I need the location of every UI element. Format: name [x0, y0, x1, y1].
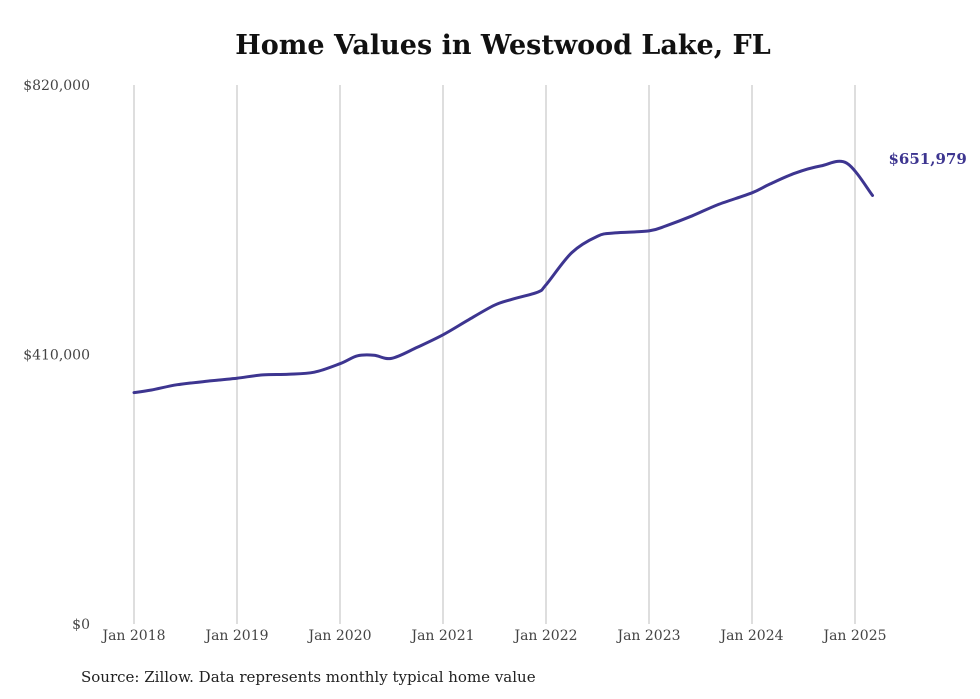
series-line: [132, 159, 874, 395]
source-note: Source: Zillow. Data represents monthly …: [81, 668, 536, 686]
gridlines: [133, 85, 856, 624]
x-axis-ticks: Jan 2018 Jan 2019 Jan 2020 Jan 2021 Jan 2022…: [100, 628, 886, 644]
y-tick-label: $820,000: [23, 78, 90, 94]
x-tick-label: Jan 2020: [306, 628, 371, 644]
x-tick-label: Jan 2019: [203, 628, 268, 644]
end-value-label: $651,979: [889, 150, 967, 168]
y-tick-label: $410,000: [23, 348, 90, 364]
x-tick-label: Jan 2022: [512, 628, 577, 644]
x-tick-label: Jan 2024: [718, 628, 783, 644]
x-tick-label: Jan 2018: [100, 628, 165, 644]
x-tick-label: Jan 2021: [409, 628, 474, 644]
x-tick-label: Jan 2023: [615, 628, 680, 644]
y-axis-ticks: $0 $410,000 $820,000: [23, 78, 90, 633]
chart-title: Home Values in Westwood Lake, FL: [235, 30, 771, 61]
y-tick-label: $0: [72, 617, 90, 633]
x-tick-label: Jan 2025: [821, 628, 886, 644]
